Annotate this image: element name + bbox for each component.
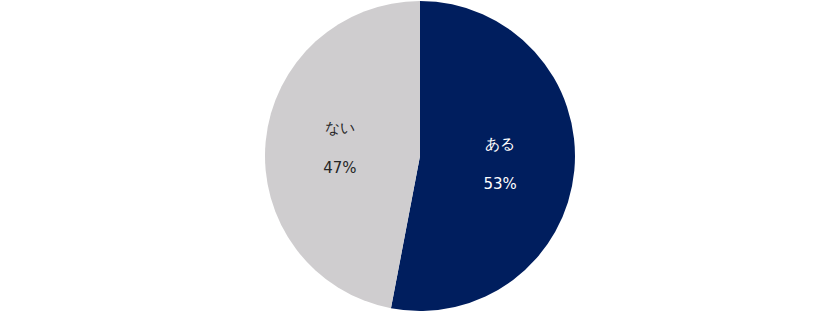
svg-text:ある: ある [485, 135, 515, 153]
svg-text:53%: 53% [483, 175, 516, 193]
svg-text:47%: 47% [323, 159, 356, 177]
svg-text:ない: ない [325, 119, 355, 137]
